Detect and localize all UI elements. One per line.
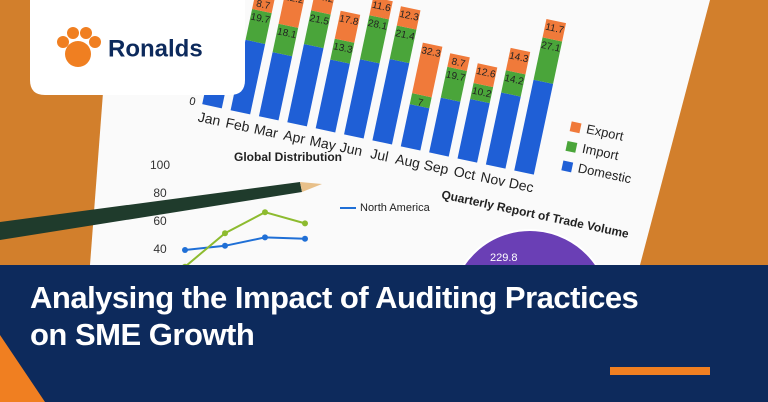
value-label: 8.7 bbox=[450, 56, 466, 70]
bar-segment bbox=[360, 15, 389, 64]
bar-segment bbox=[447, 53, 470, 71]
x-tick-label: Sep bbox=[422, 157, 450, 178]
x-tick-label: Jan bbox=[197, 109, 222, 129]
line-point bbox=[302, 235, 308, 242]
bar-segment bbox=[287, 44, 324, 127]
bar-segment bbox=[473, 63, 498, 88]
line-chart: Global Distribution 40 60 80 100 North Ameri… bbox=[150, 150, 431, 270]
bar-segment bbox=[412, 42, 443, 98]
line-point bbox=[222, 242, 228, 249]
bar-segment bbox=[533, 37, 563, 84]
logo-mark bbox=[57, 27, 101, 67]
bar-segment bbox=[303, 10, 331, 49]
bar-segment bbox=[514, 79, 554, 175]
accent-triangle bbox=[0, 335, 45, 402]
pencil bbox=[0, 182, 302, 240]
value-label: 21.5 bbox=[309, 13, 331, 28]
value-label: 28.1 bbox=[367, 18, 389, 33]
value-label: 11.6 bbox=[371, 0, 392, 15]
bar-segment bbox=[278, 0, 306, 28]
headline: Analysing the Impact of Auditing Practic… bbox=[30, 280, 638, 315]
bar-segment bbox=[252, 0, 275, 14]
chart-title: Global Distribution bbox=[234, 150, 342, 164]
bar-segment bbox=[230, 39, 266, 115]
line-series bbox=[184, 236, 306, 251]
headline: on SME Growth bbox=[30, 317, 254, 352]
bar-segment bbox=[440, 66, 467, 102]
x-tick-label: Nov bbox=[479, 169, 507, 190]
value-label: 19.7 bbox=[445, 69, 467, 84]
logo-box bbox=[30, 0, 245, 95]
bar-segment bbox=[369, 0, 393, 20]
value-label: 8.7 bbox=[255, 0, 271, 12]
value-label: 12.6 bbox=[475, 66, 497, 81]
title-band bbox=[0, 265, 768, 402]
x-tick-label: Apr bbox=[282, 127, 307, 147]
value-label: 14.2 bbox=[313, 0, 335, 6]
x-tick-label: Mar bbox=[253, 120, 280, 141]
value-label: 21.4 bbox=[394, 28, 416, 43]
bar-segment bbox=[245, 8, 272, 44]
value-label: 11.7 bbox=[544, 22, 565, 37]
pencil-tip bbox=[300, 182, 322, 192]
value-label: 229.8 bbox=[490, 252, 518, 264]
bar-segment bbox=[542, 19, 567, 42]
line-point bbox=[182, 247, 188, 253]
y-tick-label: 60 bbox=[153, 214, 167, 228]
y-tick-label: 80 bbox=[153, 186, 167, 200]
x-tick-label: Feb bbox=[224, 114, 251, 135]
legend-swatch bbox=[569, 121, 582, 134]
line-point bbox=[302, 220, 308, 227]
value-label: 17.8 bbox=[338, 13, 360, 28]
line-point bbox=[222, 230, 228, 237]
bar-segment bbox=[400, 104, 430, 151]
y-tick-label: 40 bbox=[153, 242, 167, 256]
x-tick-label: Dec bbox=[508, 175, 536, 196]
bar-segment bbox=[272, 23, 299, 57]
y-tick-label: 0 bbox=[188, 95, 196, 108]
bar-segment bbox=[505, 47, 531, 75]
bar-segment bbox=[315, 59, 350, 133]
bar-segment bbox=[457, 98, 490, 163]
bar-segment bbox=[396, 6, 421, 30]
bar-segment bbox=[501, 70, 526, 97]
logo-name[interactable]: Ronalds bbox=[108, 35, 203, 62]
y-tick-label: 100 bbox=[150, 158, 170, 172]
bar-segment bbox=[334, 10, 361, 43]
bar-segment bbox=[389, 25, 417, 64]
bar-segment bbox=[344, 59, 380, 139]
value-label: 22.2 bbox=[283, 0, 305, 7]
legend-swatch bbox=[565, 140, 578, 153]
value-label: 14.3 bbox=[508, 51, 530, 66]
line-point bbox=[262, 234, 268, 241]
bar-segment bbox=[330, 38, 355, 64]
bar-segment bbox=[372, 58, 410, 145]
x-tick-label: Jul bbox=[369, 145, 390, 164]
legend-swatch bbox=[561, 160, 574, 173]
accent-line bbox=[610, 367, 710, 375]
value-label: 10.2 bbox=[471, 86, 493, 101]
bar-segment bbox=[258, 52, 293, 121]
bar-segment bbox=[470, 83, 494, 104]
bar-segment bbox=[311, 0, 336, 15]
x-tick-label: May bbox=[308, 132, 337, 153]
value-label: 27.1 bbox=[540, 40, 562, 55]
bar-segment bbox=[485, 92, 521, 169]
x-tick-label: Aug bbox=[394, 150, 422, 171]
line-point bbox=[262, 209, 268, 216]
value-label: 18.1 bbox=[276, 26, 298, 41]
bar-segment bbox=[409, 93, 432, 109]
value-label: 32.3 bbox=[420, 45, 442, 60]
x-tick-label: Oct bbox=[452, 163, 477, 183]
value-label: 13.3 bbox=[332, 41, 354, 56]
value-label: 7 bbox=[416, 97, 424, 109]
bar-segment bbox=[429, 97, 461, 157]
x-tick-label: Jun bbox=[338, 139, 363, 159]
value-label: 12.3 bbox=[398, 9, 420, 24]
line-series bbox=[184, 211, 306, 268]
value-label: 19.7 bbox=[250, 12, 272, 27]
value-label: 14.2 bbox=[503, 73, 525, 88]
legend-label: North America bbox=[360, 202, 431, 214]
